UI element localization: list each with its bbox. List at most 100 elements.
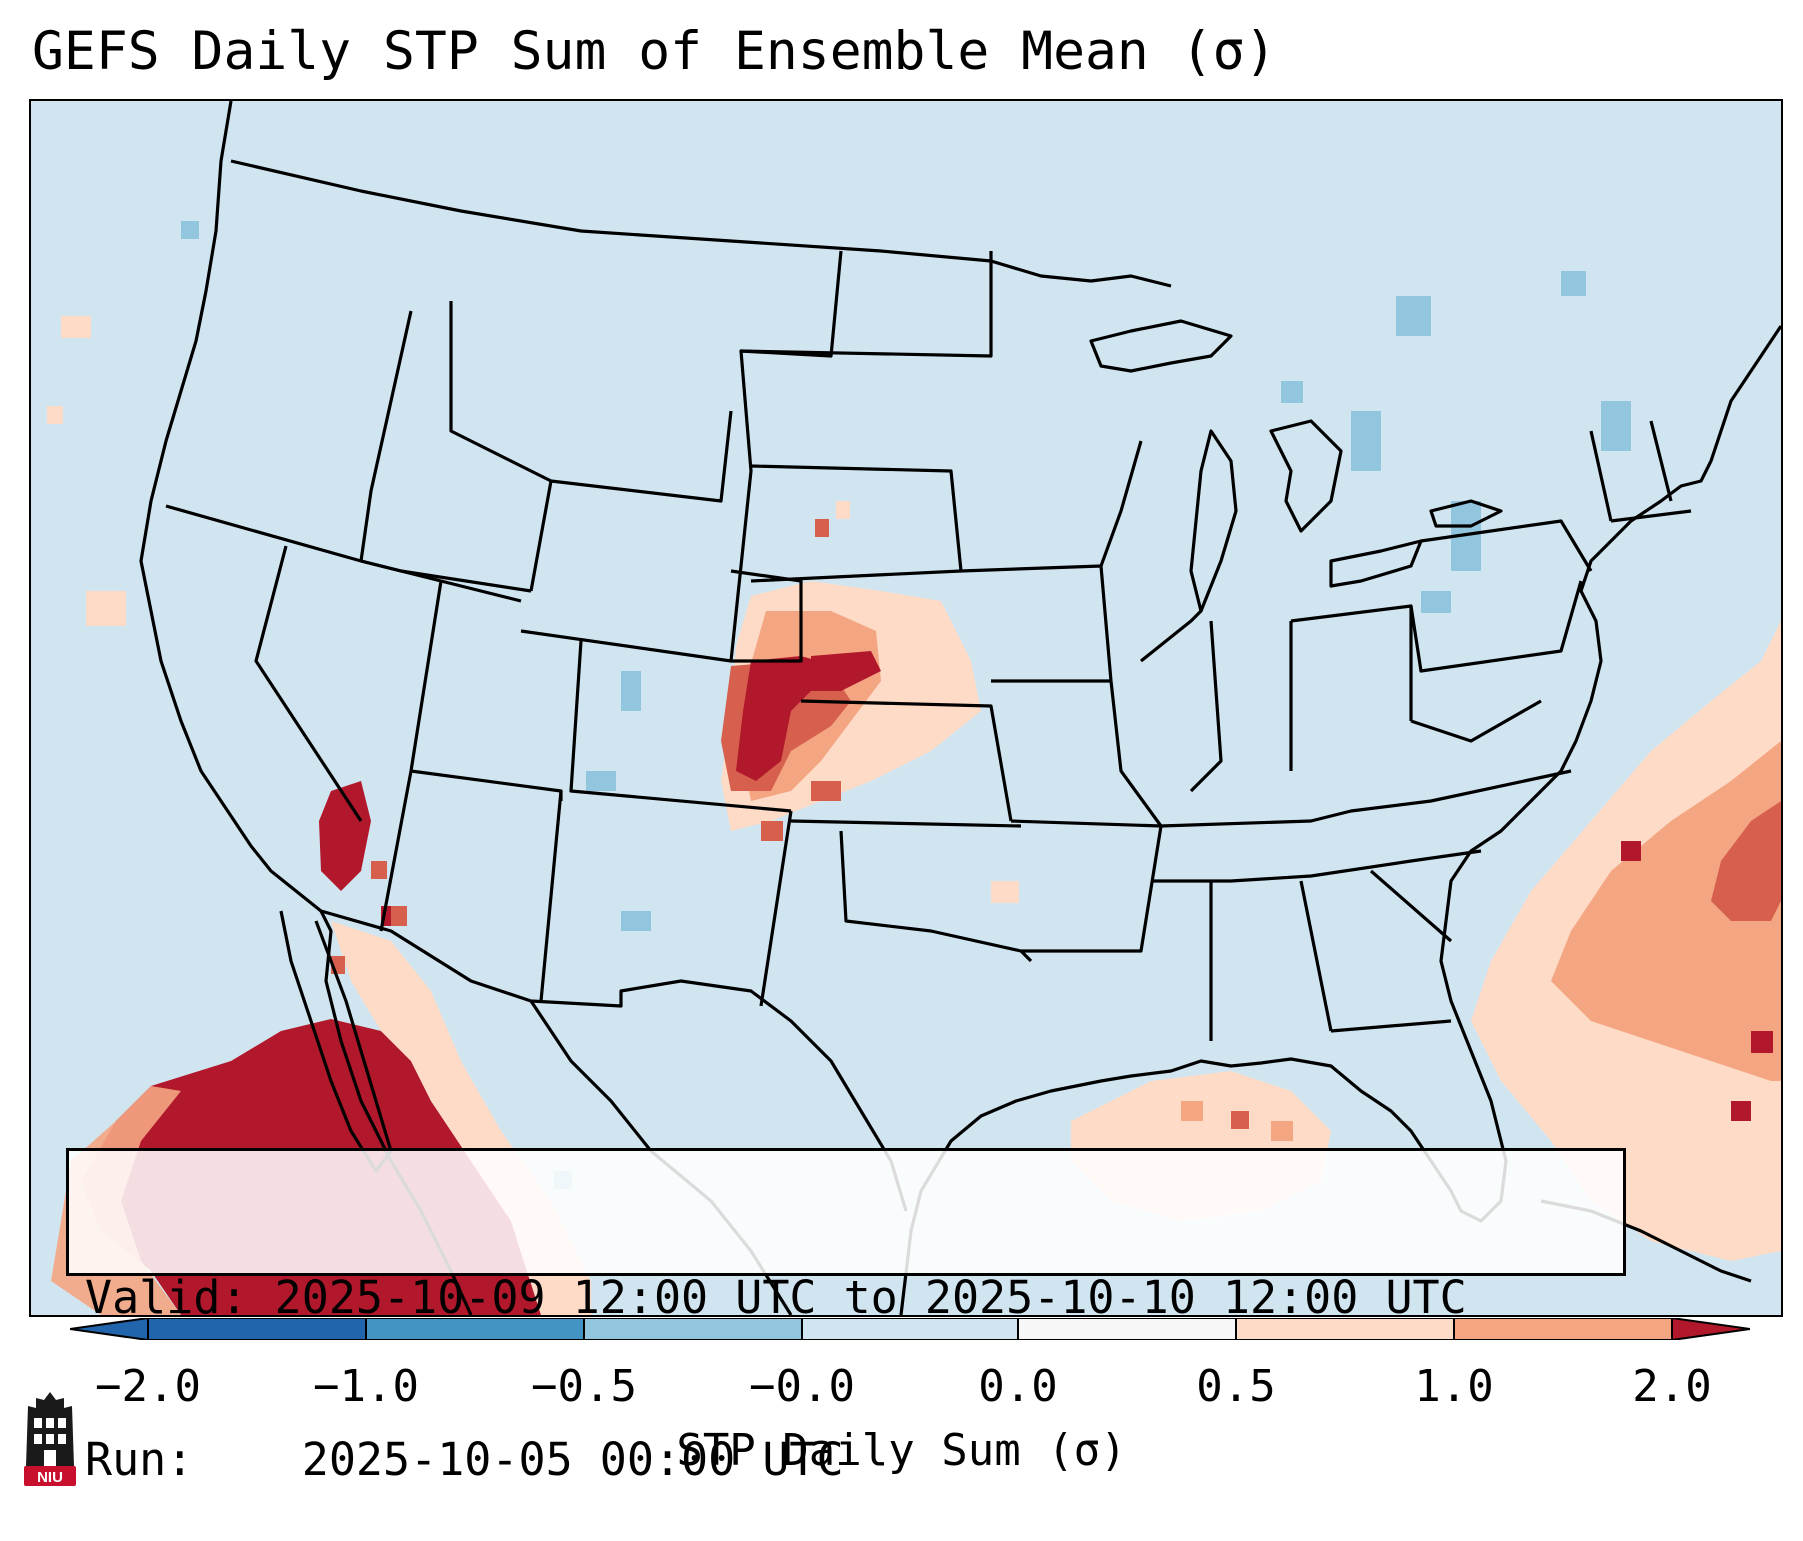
- anomaly-southwest: [319, 781, 371, 891]
- border-states: [1099, 440, 1143, 567]
- anomaly-plains-cell: [811, 781, 841, 801]
- anomaly-gulf-cell: [1181, 1101, 1203, 1121]
- lake-ontario: [1429, 499, 1503, 528]
- colorbar-segment: [148, 1318, 366, 1340]
- border-states: [750, 569, 962, 583]
- border-states: [839, 830, 1033, 963]
- colorbar-segment: [1454, 1318, 1672, 1340]
- colorbar-tick-label: 2.0: [1632, 1361, 1712, 1412]
- lake-erie: [1329, 539, 1423, 588]
- anomaly-atlantic-strong: [1711, 801, 1781, 921]
- colorbar-segment: [1018, 1318, 1236, 1340]
- border-states: [1410, 699, 1542, 743]
- anomaly-southwest-cell: [371, 861, 387, 879]
- anomaly-plains-cell: [815, 519, 829, 537]
- border-states: [790, 819, 1022, 828]
- border-states: [960, 564, 1113, 682]
- colorbar-tick-label: 1.0: [1414, 1361, 1494, 1412]
- run-value: 2025-10-05 00:00 UTC: [301, 1433, 844, 1486]
- map-panel: [29, 99, 1783, 1317]
- valid-value: 2025-10-09 12:00 UTC to 2025-10-10 12:00…: [274, 1271, 1467, 1324]
- border-states: [1010, 819, 1162, 828]
- colorbar-ticks: [147, 1318, 1673, 1340]
- colorbar-label: STP Daily Sum (σ): [676, 1425, 1127, 1476]
- colorbar-tick-label: −0.5: [531, 1361, 637, 1412]
- colorbar-extend-low: [70, 1318, 148, 1340]
- anomaly-atlantic-mid: [1551, 741, 1781, 1081]
- border-states: [1420, 519, 1593, 572]
- colorbar-tick-label: −2.0: [95, 1361, 201, 1412]
- boundary-layer: [139, 101, 1781, 1315]
- border-states: [759, 810, 793, 1007]
- anomaly-plains-cell: [761, 821, 783, 841]
- border-states: [569, 640, 792, 813]
- border-states: [520, 569, 803, 663]
- border-states: [1160, 769, 1572, 828]
- border-states: [539, 790, 563, 1002]
- anomaly-atlantic-cell: [1621, 841, 1641, 861]
- border-states: [410, 769, 563, 801]
- border-states: [379, 580, 443, 932]
- anomaly-southwest-cell: [371, 981, 387, 997]
- border-states: [1330, 1019, 1452, 1033]
- colorbar-tick-label: 0.5: [1196, 1361, 1276, 1412]
- colorbar-tick-label: −1.0: [313, 1361, 419, 1412]
- valid-run-info-box: Valid: 2025-10-09 12:00 UTC to 2025-10-1…: [66, 1148, 1626, 1486]
- border-states: [1649, 420, 1673, 502]
- run-time-row: Run: 2025-10-05 00:00 UTC: [85, 1433, 1623, 1487]
- colorbar: [70, 1318, 1750, 1340]
- anomaly-plains-cell: [991, 881, 1019, 903]
- border-states: [529, 410, 733, 592]
- border-states: [449, 301, 552, 483]
- anomaly-pacific-coast-cell: [61, 316, 91, 338]
- anomaly-plains-max: [811, 651, 881, 691]
- page-title: GEFS Daily STP Sum of Ensemble Mean (σ): [32, 21, 1277, 82]
- border-states: [1109, 680, 1163, 827]
- colorbar-tick-label: −0.0: [749, 1361, 855, 1412]
- run-label: Run:: [85, 1433, 194, 1486]
- border-states: [1299, 880, 1333, 1032]
- border-states: [800, 699, 1013, 822]
- valid-label: Valid:: [85, 1271, 248, 1324]
- border-states: [1189, 620, 1223, 793]
- anomaly-atlantic-cell: [1731, 1101, 1751, 1121]
- border-states: [1610, 509, 1692, 523]
- coastline-pacific: [139, 101, 473, 1315]
- valid-time-row: Valid: 2025-10-09 12:00 UTC to 2025-10-1…: [85, 1271, 1623, 1325]
- map-canvas: [47, 101, 1781, 1315]
- anomaly-gulf-cell: [1271, 1121, 1293, 1141]
- border-states: [165, 504, 532, 593]
- border-states: [1409, 580, 1583, 673]
- lake-huron: [1269, 419, 1343, 533]
- border-states: [359, 310, 413, 562]
- anomaly-southwest-cell: [391, 906, 407, 926]
- coastline-gulf: [899, 920, 1508, 1315]
- border-states: [1021, 825, 1163, 953]
- border-states: [1151, 849, 1482, 883]
- lake-michigan: [1189, 429, 1238, 613]
- coastline-atlantic: [1444, 325, 1781, 922]
- niu-logo-text: NIU: [37, 1469, 63, 1486]
- lake-superior: [1089, 319, 1233, 373]
- anomaly-gulf-cell: [1231, 1111, 1249, 1129]
- anomaly-pacific-coast-cell: [47, 406, 63, 424]
- border-states: [740, 251, 993, 358]
- anomaly-plains-cell: [836, 501, 850, 519]
- colorbar-segment: [1236, 1318, 1454, 1340]
- colorbar-segment: [584, 1318, 802, 1340]
- border-states: [1589, 430, 1613, 522]
- border-states: [254, 545, 363, 822]
- border-states: [1369, 869, 1453, 943]
- border-states: [1140, 609, 1203, 663]
- colorbar-segment: [802, 1318, 1018, 1340]
- colorbar-extend-high: [1672, 1318, 1750, 1340]
- colorbar-segment: [366, 1318, 584, 1340]
- colorbar-tick-label: 0.0: [978, 1361, 1058, 1412]
- anomaly-atlantic-cell: [1751, 1031, 1773, 1053]
- border-states: [1290, 604, 1413, 721]
- border-us-mexico: [320, 909, 908, 1212]
- border-us-canada: [230, 159, 1172, 288]
- border-states: [750, 464, 963, 572]
- niu-logo: NIU: [24, 1392, 76, 1486]
- anomaly-pacific-coast-cell: [86, 591, 126, 626]
